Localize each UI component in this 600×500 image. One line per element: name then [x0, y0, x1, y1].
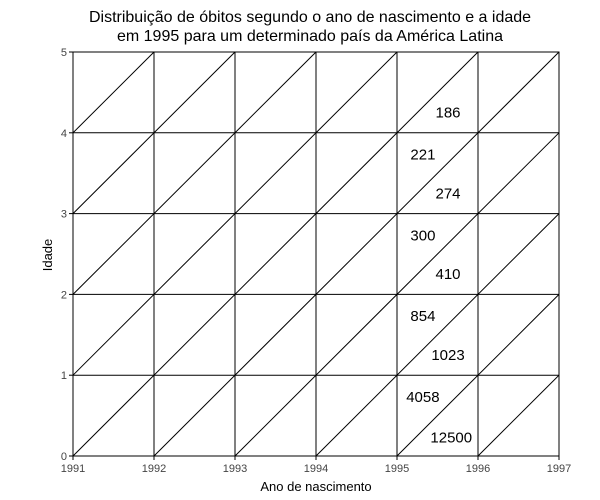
x-axis-ticks: 1991 1992 1993 1994 1995 1996 1997 — [61, 456, 571, 475]
lifeline — [396, 294, 560, 457]
death-count-label: 410 — [436, 266, 461, 283]
lifeline — [234, 132, 560, 457]
grid — [73, 52, 559, 456]
x-axis-label: Ano de nascimento — [260, 479, 371, 494]
y-axis-ticks: 0 1 2 3 4 5 — [61, 47, 73, 463]
x-tick-label: 1995 — [385, 463, 409, 475]
lifeline — [72, 51, 236, 214]
y-tick-label: 1 — [61, 370, 67, 382]
x-tick-label: 1994 — [304, 463, 328, 475]
lifeline — [72, 51, 398, 376]
y-tick-label: 0 — [61, 451, 67, 463]
lifeline — [72, 51, 317, 295]
death-count-label: 300 — [410, 227, 435, 244]
y-tick-label: 4 — [61, 128, 67, 140]
chart-title-line-1: Distribuição de óbitos segundo o ano de … — [89, 9, 531, 26]
death-count-label: 4058 — [406, 389, 439, 406]
lifelines — [72, 51, 560, 457]
y-axis-label: Idade — [40, 239, 55, 272]
death-count-label: 854 — [410, 308, 435, 325]
x-tick-label: 1996 — [466, 463, 490, 475]
lifeline — [315, 213, 560, 457]
lifeline — [477, 374, 560, 457]
x-tick-label: 1993 — [223, 463, 247, 475]
death-count-label: 221 — [410, 147, 435, 164]
x-tick-label: 1991 — [61, 463, 85, 475]
y-tick-label: 5 — [61, 47, 67, 59]
lifeline — [72, 51, 479, 457]
death-count-label: 186 — [436, 105, 461, 122]
death-count-label: 1023 — [431, 347, 464, 364]
death-count-label: 274 — [436, 185, 461, 202]
x-tick-label: 1997 — [547, 463, 571, 475]
death-count-label: 12500 — [430, 429, 472, 446]
chart-title-line-2: em 1995 para um determinado país da Amér… — [117, 28, 503, 45]
lifeline — [153, 51, 560, 457]
x-tick-label: 1992 — [142, 463, 166, 475]
y-tick-label: 2 — [61, 289, 67, 301]
lifeline — [72, 51, 155, 134]
y-tick-label: 3 — [61, 209, 67, 221]
death-counts: 12500 4058 1023 854 410 300 274 221 186 — [406, 105, 472, 447]
